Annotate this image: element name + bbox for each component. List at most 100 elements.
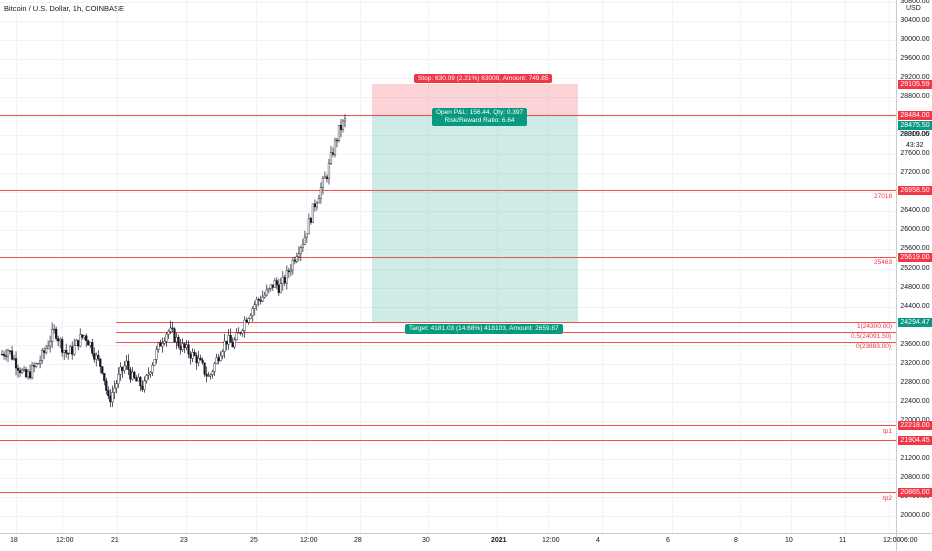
grid-line-h [0, 173, 896, 175]
grid-line-v [602, 0, 603, 533]
profit-target-zone[interactable] [372, 115, 578, 322]
grid-line-h [0, 2, 896, 3]
price-tick-label: 22000.00 [897, 417, 932, 424]
candle-body [14, 358, 18, 369]
price-tick-label: 22800.00 [900, 378, 930, 386]
grid-line-h [0, 59, 896, 61]
grid-line-h [0, 268, 896, 270]
candle-body [205, 373, 208, 377]
candle-body [221, 351, 224, 357]
target-info-badge[interactable]: Target: 4181.03 (14.68%) 418103, Amount:… [405, 324, 563, 334]
time-tick-label: 6 [666, 537, 670, 544]
candle-body [147, 373, 150, 376]
fib-line-0[interactable] [116, 342, 896, 343]
level-line-22218[interactable] [0, 425, 896, 426]
candle-body [34, 363, 38, 367]
candle-body [37, 363, 40, 365]
candle-body [201, 359, 204, 364]
candle-body [225, 340, 228, 345]
candle-body [209, 374, 212, 377]
time-tick-label: 12:00 [542, 537, 560, 544]
time-axis[interactable] [0, 533, 896, 551]
pnl-info-badge[interactable]: Open P&L: 156.44, Qty: 0.397 Risk/Reward… [432, 108, 528, 126]
candle-body [251, 308, 254, 316]
candle-body [183, 343, 186, 348]
price-tick-label: 30000.00 [900, 36, 930, 44]
candle-body [237, 332, 240, 334]
grid-line-h [0, 516, 896, 517]
candle-body [297, 253, 300, 257]
price-tick-label: 25200.00 [900, 264, 930, 272]
candle-body [30, 365, 34, 379]
level-line-25619[interactable] [0, 257, 896, 258]
candle-body [173, 328, 176, 343]
candle-body [153, 359, 156, 366]
candle-body [135, 377, 138, 382]
grid-line-v [62, 0, 63, 533]
candle-body [95, 354, 98, 360]
risk-reward-text: Risk/Reward Ratio: 6.64 [444, 117, 515, 124]
candle-body [331, 152, 335, 155]
candle-body [159, 342, 162, 347]
time-tick-label: 2021 [491, 537, 507, 544]
label-25463: 25463 [874, 259, 893, 266]
candle-body [343, 118, 347, 122]
candle-body [28, 371, 32, 379]
grid-line-v [497, 0, 498, 533]
candle-body [113, 387, 116, 393]
candle-body [187, 344, 190, 355]
stop-info-badge[interactable]: Stop: 630.09 (2.21%) 63009, Amount: 749.… [414, 74, 553, 83]
currency-label: USD [906, 5, 921, 12]
candle-body [319, 187, 323, 199]
candle-body [125, 360, 128, 367]
candle-body [267, 288, 270, 291]
grid-line-h [0, 211, 896, 213]
candle-body [171, 327, 174, 330]
candle-body [193, 352, 196, 356]
candle-body [257, 299, 260, 301]
candle-body [339, 125, 343, 130]
grid-line-h [0, 382, 896, 384]
level-line-21904[interactable] [0, 440, 896, 441]
candle-body [241, 330, 244, 334]
candle-body [177, 337, 180, 347]
candle-body [271, 284, 274, 288]
candle-body [131, 371, 134, 380]
price-tick-label: 20000.00 [900, 512, 930, 519]
candle-body [227, 335, 230, 345]
grid-line-h [0, 192, 896, 194]
candle-body [185, 344, 188, 348]
candle-body [39, 360, 42, 364]
candle-body [215, 357, 218, 364]
candle-body [295, 256, 298, 262]
chart-area[interactable]: Bitcoin / U.S. Dollar, 1h, COINBASE Stop… [0, 0, 896, 533]
candle-body [229, 335, 232, 343]
candle-body [245, 319, 248, 323]
price-tick-label: 26000.00 [900, 226, 930, 234]
candle-body [255, 299, 258, 306]
entry-price-tag: 28475.50 [898, 121, 932, 130]
candle-body [259, 300, 262, 302]
fib-label-05: 0.5(24091.50) [851, 333, 892, 340]
price-tag-26958: 26958.50 [898, 186, 932, 195]
time-tick-label: 12:00 [56, 537, 74, 544]
candle-body [219, 355, 222, 362]
candle-body [149, 371, 152, 375]
candle-body [299, 247, 302, 254]
candle-body [329, 152, 333, 164]
candle-body [145, 375, 148, 382]
candle-body [269, 284, 272, 289]
grid-line-h [0, 477, 896, 479]
candle-body [163, 341, 166, 344]
level-line-20865[interactable] [0, 492, 896, 493]
candle-body [217, 357, 220, 362]
fib-line-1[interactable] [116, 322, 896, 323]
candle-body [213, 363, 216, 372]
candle-body [69, 346, 72, 354]
time-tick-label: 11 [839, 537, 847, 544]
level-line-26958[interactable] [0, 190, 896, 191]
label-27018: 27018 [874, 193, 893, 200]
candle-body [157, 342, 160, 350]
candle-body [99, 358, 102, 367]
